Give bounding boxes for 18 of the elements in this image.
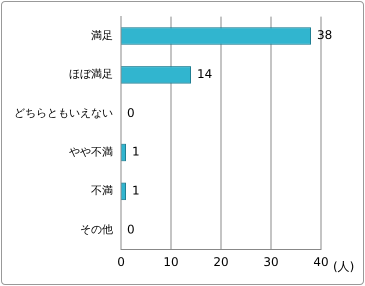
x-tick-label: 20 — [213, 254, 229, 269]
x-tick-label: 40 — [313, 254, 329, 269]
data-label: 1 — [132, 144, 140, 159]
x-tick-label: 10 — [163, 254, 179, 269]
data-label: 0 — [127, 222, 135, 236]
y-tick-label: どちらともいえない — [14, 106, 113, 120]
data-label: 38 — [317, 28, 332, 42]
x-tick-label: 30 — [263, 254, 279, 269]
y-tick-label: ほぼ満足 — [69, 68, 113, 81]
y-tick-label: やや不満 — [69, 145, 113, 158]
data-label: 0 — [127, 106, 135, 120]
x-tick-label: 0 — [117, 254, 125, 269]
y-tick-label: 不満 — [91, 184, 113, 198]
data-label: 14 — [197, 66, 212, 81]
data-label: 1 — [132, 183, 140, 198]
y-tick-label: その他 — [80, 223, 113, 236]
x-axis-title: (人) — [333, 260, 354, 274]
y-tick-label: 満足 — [91, 28, 113, 42]
